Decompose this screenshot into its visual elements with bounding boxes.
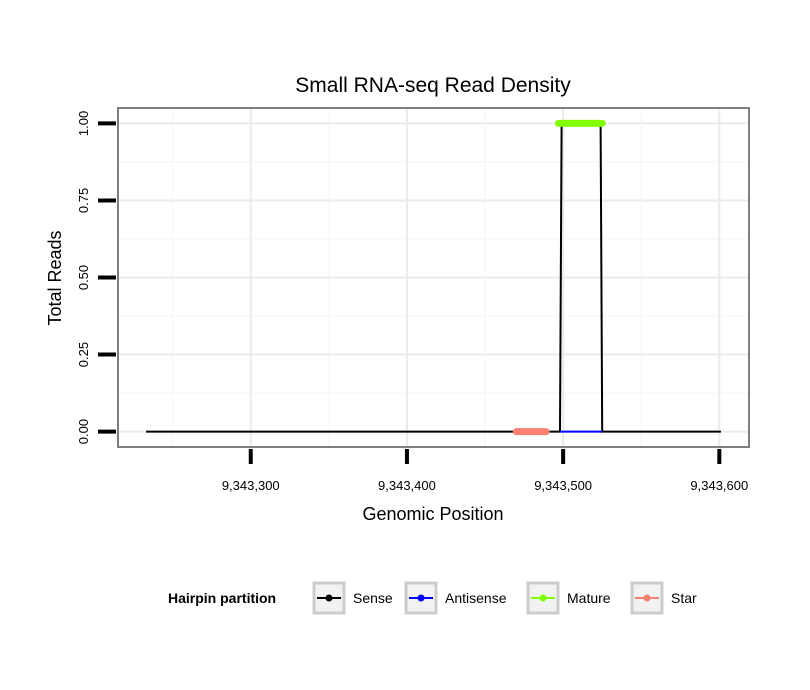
legend-label: Mature (567, 590, 611, 606)
legend-key-point (539, 594, 547, 602)
y-axis: 0.00 0.25 0.50 0.75 1.00 (76, 111, 116, 444)
legend-key-point (643, 594, 651, 602)
legend-item-star: Star (630, 581, 697, 615)
x-tick-label: 9,343,600 (690, 478, 748, 493)
legend-item-sense: Sense (312, 581, 393, 615)
legend-label: Star (671, 590, 697, 606)
legend-item-mature: Mature (526, 581, 611, 615)
legend: Hairpin partition Sense Antisense Mature St… (168, 581, 697, 615)
grid (118, 108, 749, 447)
y-tick-label: 1.00 (76, 111, 91, 136)
legend-title: Hairpin partition (168, 590, 276, 606)
legend-key-point (325, 594, 333, 602)
series-layer (146, 119, 721, 436)
x-tick-label: 9,343,500 (534, 478, 592, 493)
y-tick-label: 0.25 (76, 342, 91, 367)
x-axis: 9,343,300 9,343,400 9,343,500 9,343,600 (222, 449, 748, 493)
legend-label: Antisense (445, 590, 507, 606)
y-axis-title: Total Reads (45, 230, 65, 325)
plot-border (117, 107, 750, 448)
y-tick-label: 0.00 (76, 419, 91, 444)
chart-title: Small RNA-seq Read Density (295, 74, 571, 97)
legend-key-point (417, 594, 425, 602)
legend-item-antisense: Antisense (404, 581, 507, 615)
legend-label: Sense (353, 590, 393, 606)
y-tick-label: 0.50 (76, 265, 91, 290)
x-tick-label: 9,343,400 (378, 478, 436, 493)
y-tick-label: 0.75 (76, 188, 91, 213)
x-tick-label: 9,343,300 (222, 478, 280, 493)
x-axis-title: Genomic Position (362, 504, 503, 524)
